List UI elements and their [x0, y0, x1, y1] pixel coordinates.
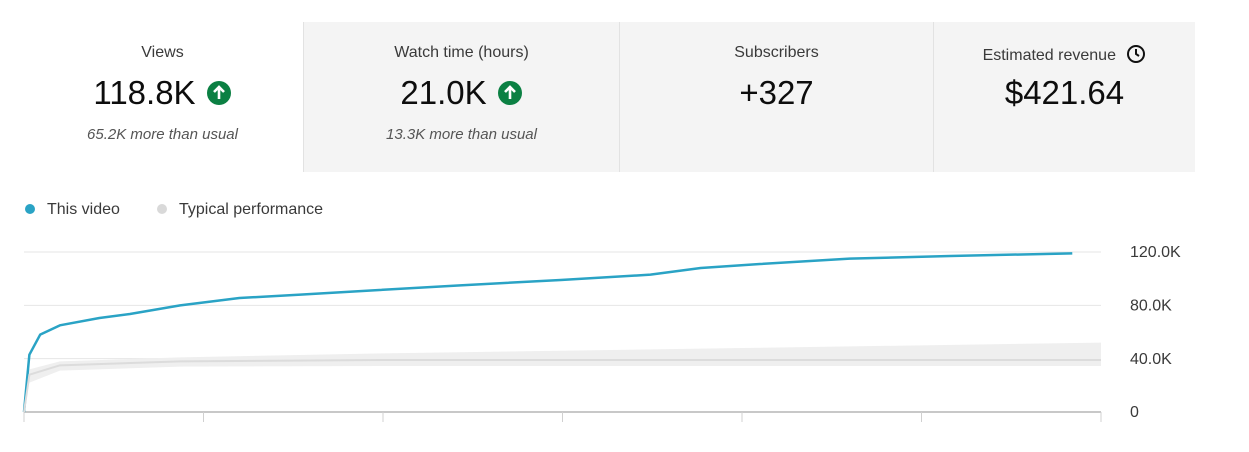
metric-note: 13.3K more than usual — [386, 126, 537, 143]
metric-card[interactable]: Estimated revenue $421.64 — [933, 22, 1195, 172]
y-tick-label: 80.0K — [1130, 298, 1172, 315]
metric-value: 118.8K — [93, 74, 196, 111]
metric-value: 21.0K — [400, 74, 487, 111]
chart: This video Typical performance 0 40.0K 80.0K… — [22, 201, 1181, 422]
up-icon — [497, 81, 522, 105]
metric-label-row: Estimated revenue — [934, 44, 1195, 65]
y-tick-label: 40.0K — [1130, 351, 1172, 368]
up-icon — [206, 81, 231, 105]
metric-label: Subscribers — [734, 44, 819, 61]
metric-value: +327 — [739, 74, 814, 111]
metric-value-row: 21.0K — [304, 74, 619, 112]
metric-note: 65.2K more than usual — [87, 126, 238, 143]
metric-card[interactable]: Views 118.8K 65.2K more than usual — [22, 22, 303, 172]
legend-label: This video — [47, 201, 120, 218]
series-line — [22, 252, 1073, 413]
y-tick-label: 120.0K — [1130, 244, 1181, 261]
legend-marker — [157, 204, 167, 214]
metric-value: $421.64 — [1004, 74, 1125, 111]
metric-label: Watch time (hours) — [394, 44, 529, 61]
metric-label: Estimated revenue — [982, 47, 1116, 64]
metric-value-row: 118.8K — [22, 74, 303, 112]
typical-line — [23, 359, 1101, 413]
metric-label: Views — [141, 44, 184, 61]
legend-marker — [25, 204, 35, 214]
legend-label: Typical performance — [179, 201, 323, 218]
metric-card[interactable]: Subscribers +327 — [619, 22, 933, 172]
clock-icon[interactable] — [1126, 44, 1146, 64]
metric-cards: Views 118.8K 65.2K more than usual Watch… — [22, 22, 1195, 172]
metric-value-row: $421.64 — [934, 74, 1195, 112]
typical-band — [24, 342, 1101, 412]
y-tick-label: 0 — [1130, 404, 1139, 421]
metric-value-row: +327 — [620, 74, 933, 112]
metric-card[interactable]: Watch time (hours) 21.0K 13.3K more than… — [303, 22, 619, 172]
